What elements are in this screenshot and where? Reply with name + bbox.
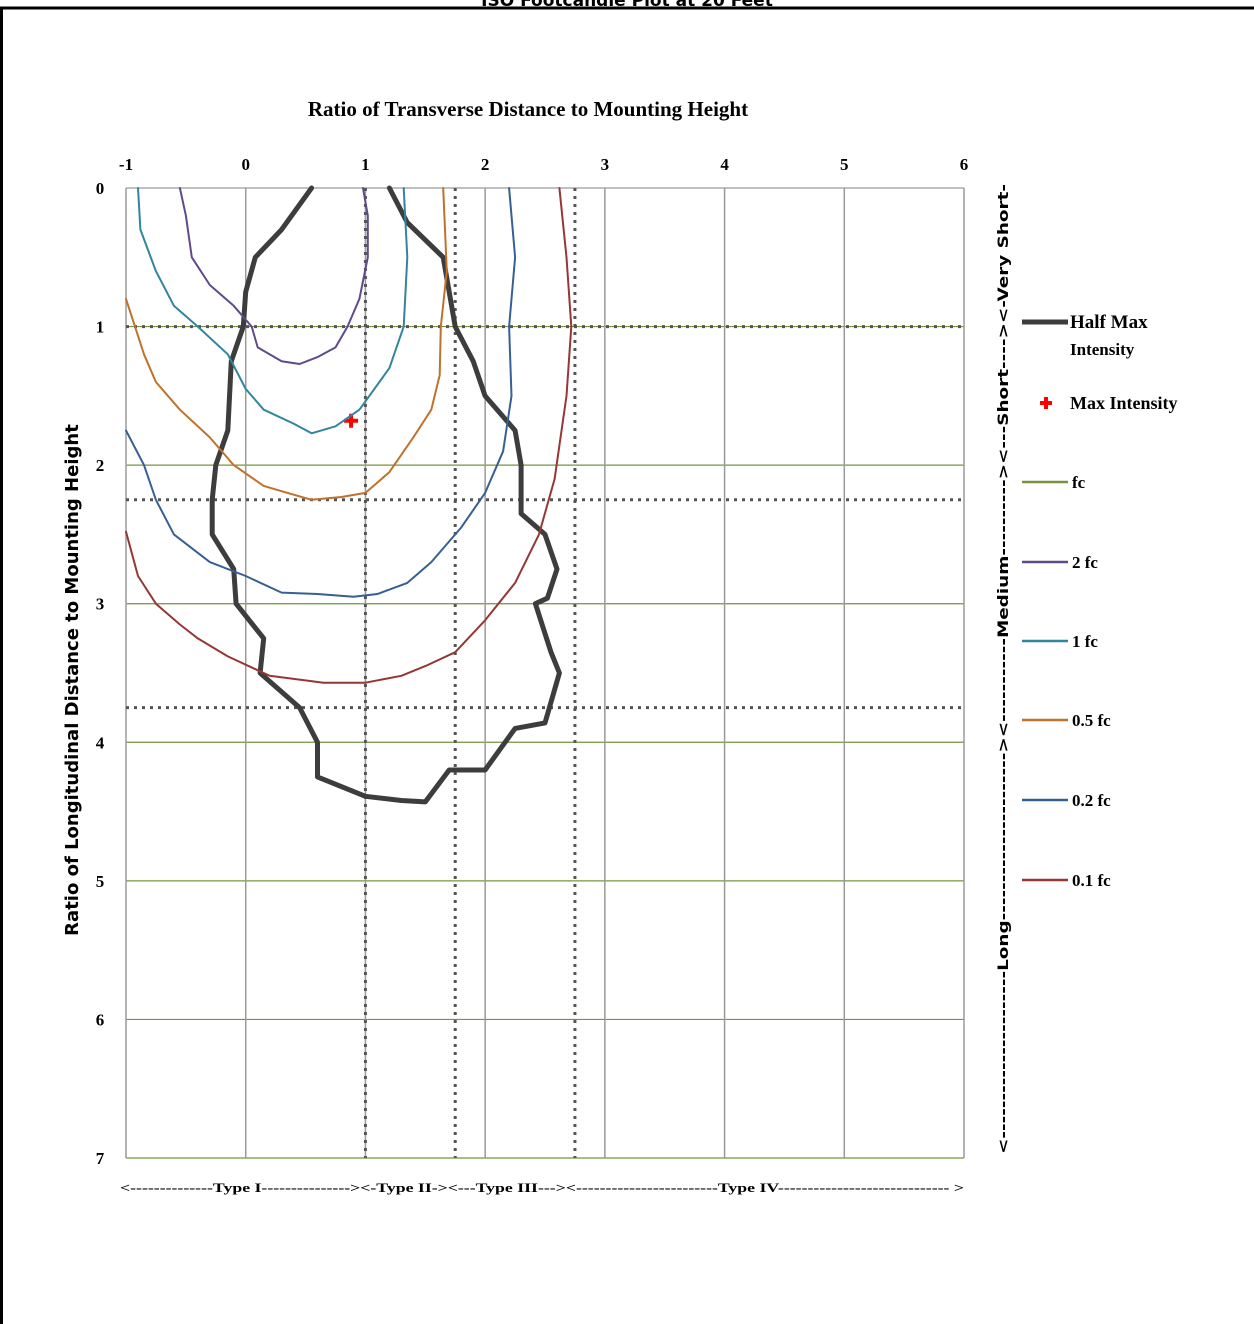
legend: Half Max Intensity Max Intensity fc 2 fc 1 f… [1022,312,1178,890]
series-line-0-2-fc [125,187,517,598]
legend-label: 0.2 fc [1072,791,1111,810]
y-tick-label: 1 [96,318,105,337]
type-labels-bottom: <--------------Type I---------------><-T… [120,1180,964,1195]
y-tick-label: 2 [96,456,105,475]
legend-label: Half Max Intensity [1070,312,1148,359]
y-axis-label: Ratio of Longitudinal Distance to Mounti… [62,424,83,936]
y-tick-label: 5 [96,872,105,891]
y-tick-label: 4 [96,733,105,752]
x-tick-label: 4 [720,155,729,174]
legend-label: 0.1 fc [1072,871,1111,890]
length-labels-right: <----------------------Long-------------… [996,184,1012,1154]
grid [125,187,965,1159]
x-tick-label: 1 [361,155,370,174]
x-tick-label: 5 [840,155,849,174]
chart-title: Ratio of Transverse Distance to Mounting… [308,97,748,121]
type-boundaries [126,188,964,1158]
legend-marker [1040,397,1052,409]
legend-label: 0.5 fc [1072,711,1111,730]
x-tick-label: 2 [481,155,490,174]
y-tick-label: 6 [96,1010,105,1029]
series-line-2-fc [178,187,369,365]
x-tick-label: 3 [601,155,610,174]
x-tick-label: -1 [119,155,133,174]
y-tick-label: 3 [96,595,105,614]
series-line-0-1-fc [125,187,573,684]
series-lines [125,185,573,805]
y-tick-label: 0 [96,179,105,198]
series-line-half-max-intensity [209,185,562,805]
x-tick-label: 0 [241,155,250,174]
legend-label: fc [1072,473,1086,492]
tick-labels: -1 0 1 2 3 4 5 6 0 1 2 3 4 5 6 7 [96,155,969,1168]
y-tick-label: 7 [96,1149,105,1168]
legend-label: 1 fc [1072,632,1098,651]
legend-label: Max Intensity [1070,393,1178,413]
x-tick-label: 6 [960,155,969,174]
legend-label: 2 fc [1072,553,1098,572]
series-line-1-fc [137,187,409,435]
page-title: ISO Footcandle Plot at 20 Feet [481,0,773,11]
series-line-0-5-fc [125,187,448,501]
